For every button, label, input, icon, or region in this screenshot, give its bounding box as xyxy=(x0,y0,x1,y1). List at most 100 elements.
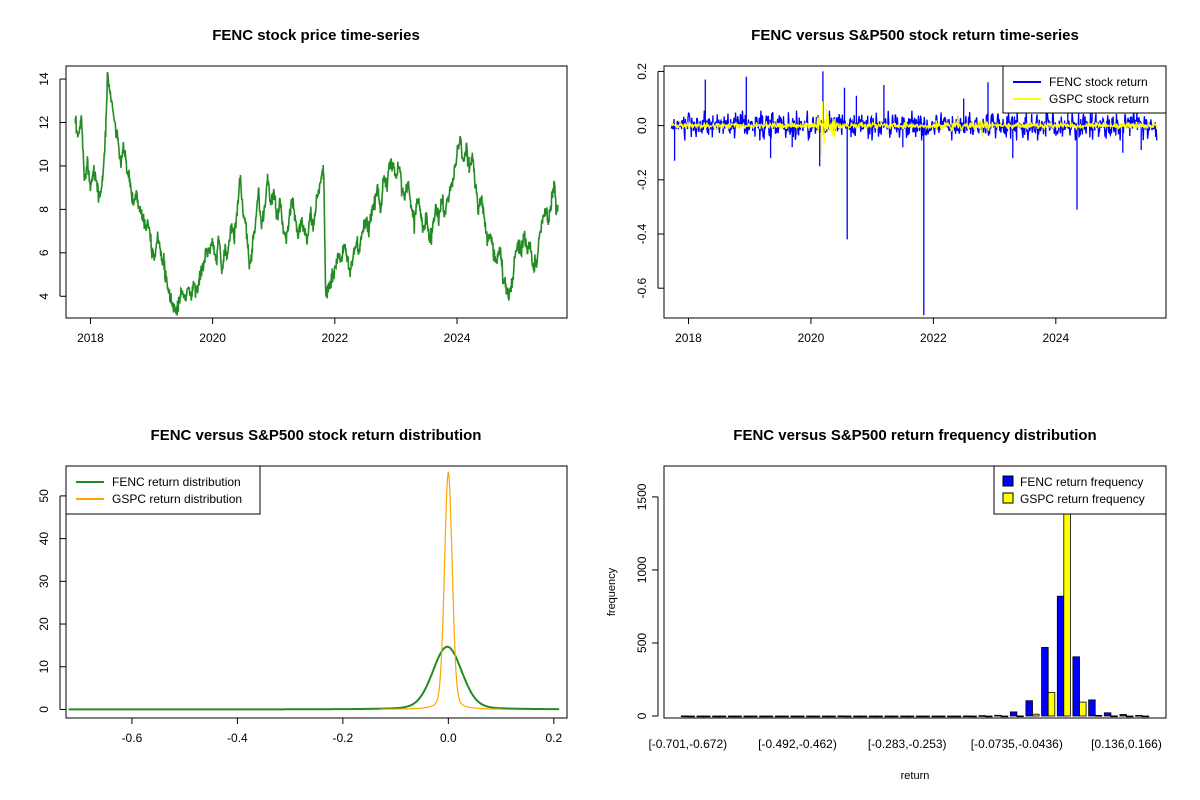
bar-fenc xyxy=(696,715,704,718)
legend-swatch xyxy=(1002,475,1014,487)
bar-fenc xyxy=(712,715,720,718)
series-line-fenc-price xyxy=(74,71,559,316)
bar-gspc xyxy=(718,715,727,718)
chart-title: FENC versus S&P500 stock return distribu… xyxy=(151,427,482,444)
bar-gspc xyxy=(812,715,821,718)
bar-fenc xyxy=(884,715,892,718)
bar-gspc xyxy=(703,715,711,718)
legend-box xyxy=(1002,65,1167,114)
bar-gspc xyxy=(922,715,930,718)
bar-fenc xyxy=(931,715,939,718)
y-tick-label: 20 xyxy=(37,617,51,631)
bar-gspc xyxy=(1032,713,1040,717)
bar-gspc xyxy=(938,715,946,718)
y-tick-label: 14 xyxy=(37,72,51,86)
chart-title: FENC versus S&P500 stock return time-ser… xyxy=(751,27,1079,44)
y-tick-label: 8 xyxy=(37,206,51,213)
bar-fenc xyxy=(915,715,924,718)
bar-gspc xyxy=(1094,715,1103,717)
density-line-fenc xyxy=(68,645,560,711)
bar-fenc xyxy=(1009,711,1018,717)
chart-title: FENC versus S&P500 return frequency dist… xyxy=(733,427,1096,444)
x-axis-label: return xyxy=(901,770,930,782)
bar-fenc xyxy=(1025,700,1033,717)
bar-fenc xyxy=(978,715,986,717)
bar-gspc xyxy=(985,715,993,718)
legend-label: FENC stock return xyxy=(1049,75,1148,89)
bar-gspc xyxy=(1079,701,1087,717)
legend-label: GSPC return frequency xyxy=(1020,492,1145,506)
x-tick-label: 2022 xyxy=(920,331,947,345)
bar-fenc xyxy=(1103,712,1112,717)
legend: FENC return frequency GSPC return frequen… xyxy=(993,465,1167,515)
bar-gspc xyxy=(1126,715,1134,718)
x-tick-label: [-0.0735,-0.0436) xyxy=(971,737,1063,751)
bar-fenc xyxy=(759,715,767,718)
y-tick-label: 12 xyxy=(37,115,51,129)
bar-gspc xyxy=(953,715,962,718)
x-tick-label: 2022 xyxy=(321,331,348,345)
legend-label: FENC return frequency xyxy=(1020,475,1143,489)
legend-box xyxy=(993,465,1167,515)
legend-label: GSPC return distribution xyxy=(112,492,242,506)
plot-frame xyxy=(65,465,568,719)
bar-fenc xyxy=(1088,699,1096,717)
y-tick-label: 4 xyxy=(37,293,51,300)
bar-fenc xyxy=(947,715,955,718)
bar-fenc xyxy=(743,715,751,718)
bar-fenc xyxy=(806,715,814,718)
bar-gspc xyxy=(1141,715,1150,718)
x-tick-label: [-0.492,-0.462) xyxy=(758,737,837,751)
bar-fenc xyxy=(837,715,845,718)
y-tick-label: 1000 xyxy=(635,556,649,583)
y-axis-label: frequency xyxy=(606,567,618,616)
y-tick-label: 500 xyxy=(635,633,649,653)
x-tick-label: [-0.283,-0.253) xyxy=(868,737,947,751)
y-tick-label: 50 xyxy=(37,489,51,503)
panel-p3: FENC versus S&P500 stock return distribu… xyxy=(37,427,568,745)
bar-gspc xyxy=(750,715,758,718)
plot-frame xyxy=(663,465,1167,719)
y-tick-label: -0.2 xyxy=(635,169,649,190)
y-tick-label: 6 xyxy=(37,249,51,256)
bar-gspc xyxy=(797,715,805,718)
y-tick-label: 1500 xyxy=(635,483,649,510)
bar-gspc xyxy=(1016,715,1024,718)
y-tick-label: -0.4 xyxy=(635,223,649,244)
bar-fenc xyxy=(680,715,689,718)
x-tick-label: [0.136,0.166) xyxy=(1091,737,1162,751)
chart-title: FENC stock price time-series xyxy=(212,27,420,44)
bar-fenc xyxy=(853,715,861,718)
bar-fenc xyxy=(774,715,783,718)
panel-p2: FENC versus S&P500 stock return time-ser… xyxy=(635,27,1167,345)
bar-gspc xyxy=(1110,715,1118,718)
bar-gspc xyxy=(687,715,695,718)
x-tick-label: 0.0 xyxy=(440,731,457,745)
x-tick-label: 2020 xyxy=(199,331,226,345)
bar-fenc xyxy=(790,715,798,718)
y-tick-label: -0.6 xyxy=(635,278,649,299)
x-tick-label: [-0.701,-0.672) xyxy=(648,737,727,751)
bar-gspc xyxy=(891,715,899,718)
bar-gspc xyxy=(859,715,868,718)
panel-p1: FENC stock price time-series 4 6 8 10 12 14 201… xyxy=(37,27,568,345)
legend: FENC return distribution GSPC return dist… xyxy=(65,465,261,515)
bar-gspc xyxy=(969,715,977,718)
legend-label: FENC return distribution xyxy=(112,475,241,489)
x-tick-label: 2018 xyxy=(77,331,104,345)
bar-fenc xyxy=(1135,715,1143,717)
x-tick-label: 0.2 xyxy=(545,731,562,745)
bar-gspc xyxy=(1047,692,1056,717)
x-tick-label: 2020 xyxy=(798,331,825,345)
bar-fenc xyxy=(1056,595,1065,717)
bar-fenc xyxy=(962,715,971,718)
bar-fenc xyxy=(727,715,736,718)
bar-gspc xyxy=(844,715,852,718)
y-tick-label: 0.0 xyxy=(635,117,649,134)
x-tick-label: -0.2 xyxy=(333,731,354,745)
x-tick-label: 2018 xyxy=(675,331,702,345)
y-tick-label: 10 xyxy=(37,159,51,173)
series-line-gspc-return xyxy=(670,101,1158,156)
y-tick-label: 40 xyxy=(37,532,51,546)
